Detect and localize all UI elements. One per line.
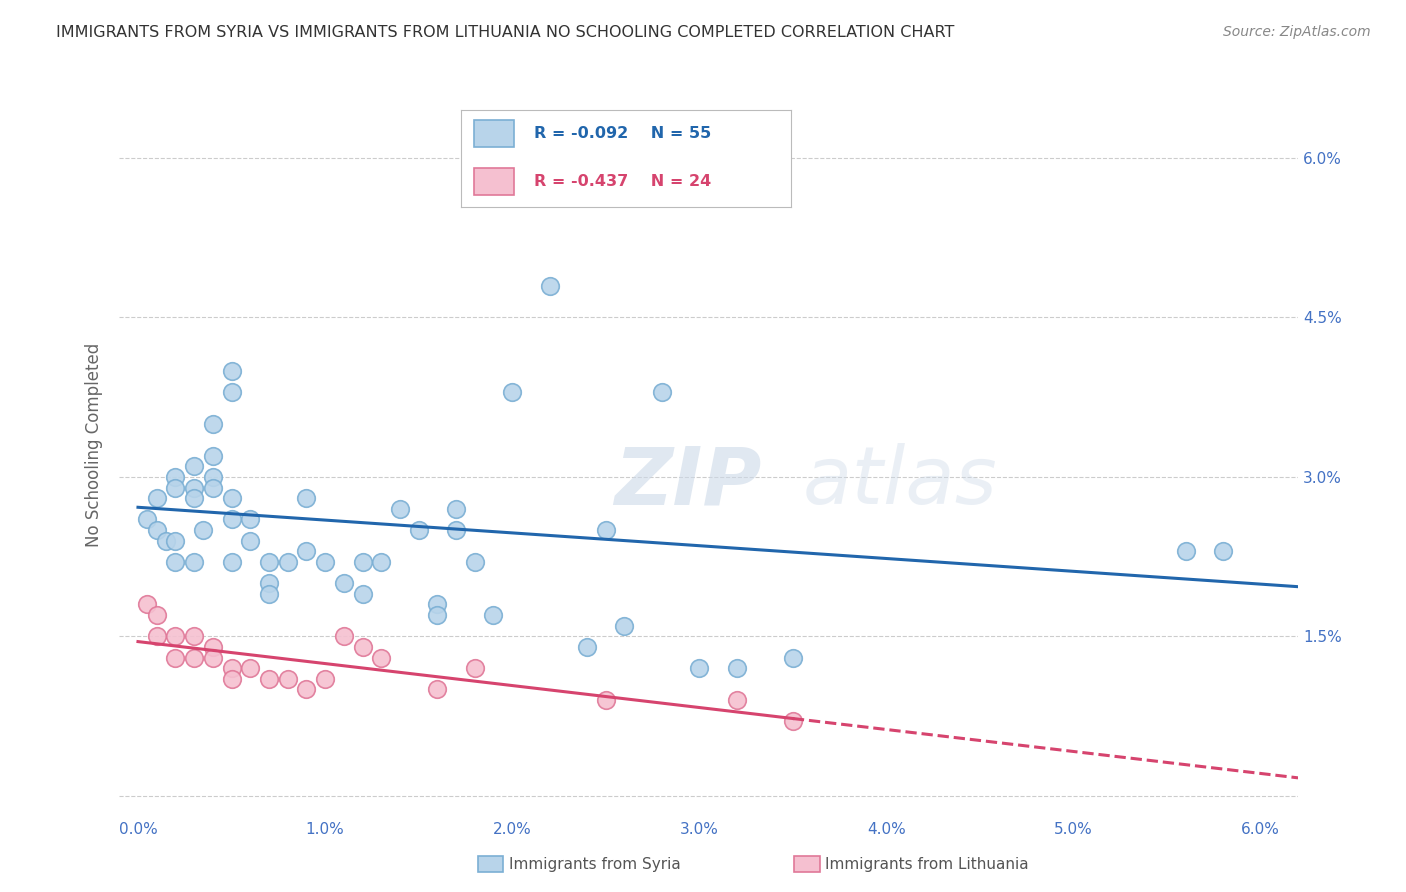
Point	[482, 608, 505, 623]
Point	[426, 608, 449, 623]
Point	[193, 523, 215, 537]
Point	[352, 587, 374, 601]
Point	[257, 587, 280, 601]
Point	[725, 661, 748, 675]
Point	[277, 555, 299, 569]
Point	[444, 523, 467, 537]
Text: Immigrants from Syria: Immigrants from Syria	[509, 857, 681, 871]
Point	[221, 384, 243, 399]
Point	[221, 555, 243, 569]
Point	[782, 714, 804, 729]
Point	[314, 555, 336, 569]
Point	[1174, 544, 1197, 558]
Point	[595, 693, 617, 707]
Point	[651, 384, 673, 399]
Point	[221, 491, 243, 505]
Text: Source: ZipAtlas.com: Source: ZipAtlas.com	[1223, 25, 1371, 39]
Point	[201, 449, 224, 463]
Point	[688, 661, 710, 675]
Point	[239, 533, 262, 548]
Text: IMMIGRANTS FROM SYRIA VS IMMIGRANTS FROM LITHUANIA NO SCHOOLING COMPLETED CORREL: IMMIGRANTS FROM SYRIA VS IMMIGRANTS FROM…	[56, 25, 955, 40]
Point	[576, 640, 599, 654]
Point	[352, 640, 374, 654]
Point	[165, 533, 187, 548]
Point	[613, 618, 636, 632]
Point	[314, 672, 336, 686]
Point	[136, 598, 159, 612]
Text: Immigrants from Lithuania: Immigrants from Lithuania	[825, 857, 1029, 871]
Point	[408, 523, 430, 537]
Point	[183, 491, 205, 505]
Point	[201, 470, 224, 484]
Point	[183, 481, 205, 495]
Point	[257, 555, 280, 569]
Point	[520, 183, 543, 197]
Point	[257, 576, 280, 591]
Point	[370, 555, 392, 569]
Point	[165, 481, 187, 495]
Point	[165, 629, 187, 643]
Point	[257, 672, 280, 686]
Text: ZIP: ZIP	[614, 443, 762, 521]
Point	[221, 661, 243, 675]
Point	[183, 555, 205, 569]
Point	[277, 672, 299, 686]
Point	[221, 512, 243, 526]
Point	[183, 459, 205, 474]
Point	[333, 576, 356, 591]
Point	[145, 491, 167, 505]
Point	[165, 470, 187, 484]
Point	[444, 501, 467, 516]
Point	[426, 682, 449, 697]
Point	[136, 512, 159, 526]
Point	[1212, 544, 1234, 558]
Point	[201, 640, 224, 654]
Point	[239, 661, 262, 675]
Point	[595, 523, 617, 537]
Point	[165, 555, 187, 569]
Point	[221, 672, 243, 686]
Point	[201, 481, 224, 495]
Point	[352, 555, 374, 569]
Point	[183, 629, 205, 643]
Point	[239, 512, 262, 526]
Point	[464, 555, 486, 569]
Point	[145, 523, 167, 537]
Point	[221, 363, 243, 377]
Point	[201, 650, 224, 665]
Point	[295, 544, 318, 558]
Point	[145, 608, 167, 623]
Point	[201, 417, 224, 431]
Point	[165, 650, 187, 665]
Y-axis label: No Schooling Completed: No Schooling Completed	[86, 343, 103, 547]
Point	[295, 682, 318, 697]
Point	[145, 629, 167, 643]
Point	[725, 693, 748, 707]
Point	[388, 501, 411, 516]
Point	[370, 650, 392, 665]
Text: atlas: atlas	[803, 443, 998, 521]
Point	[295, 491, 318, 505]
Point	[426, 598, 449, 612]
Point	[464, 661, 486, 675]
Point	[538, 278, 561, 293]
Point	[501, 384, 523, 399]
Point	[782, 650, 804, 665]
Point	[155, 533, 177, 548]
Point	[183, 650, 205, 665]
Point	[333, 629, 356, 643]
